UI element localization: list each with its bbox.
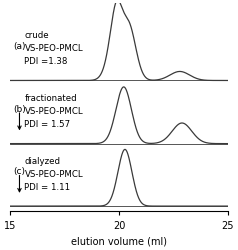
Text: (b): (b) (14, 104, 26, 113)
Text: VS-PEO-PMCL: VS-PEO-PMCL (25, 169, 83, 178)
Text: (c): (c) (14, 166, 26, 175)
Text: PDI = 1.11: PDI = 1.11 (25, 182, 71, 191)
Text: PDI = 1.57: PDI = 1.57 (25, 120, 71, 128)
Text: dialyzed: dialyzed (25, 156, 60, 165)
X-axis label: elution volume (ml): elution volume (ml) (71, 236, 167, 246)
Text: PDI =1.38: PDI =1.38 (25, 57, 68, 66)
Text: VS-PEO-PMCL: VS-PEO-PMCL (25, 107, 83, 116)
Text: VS-PEO-PMCL: VS-PEO-PMCL (25, 44, 83, 53)
Text: fractionated: fractionated (25, 94, 77, 103)
Text: (a): (a) (14, 41, 26, 50)
Text: crude: crude (25, 31, 49, 40)
